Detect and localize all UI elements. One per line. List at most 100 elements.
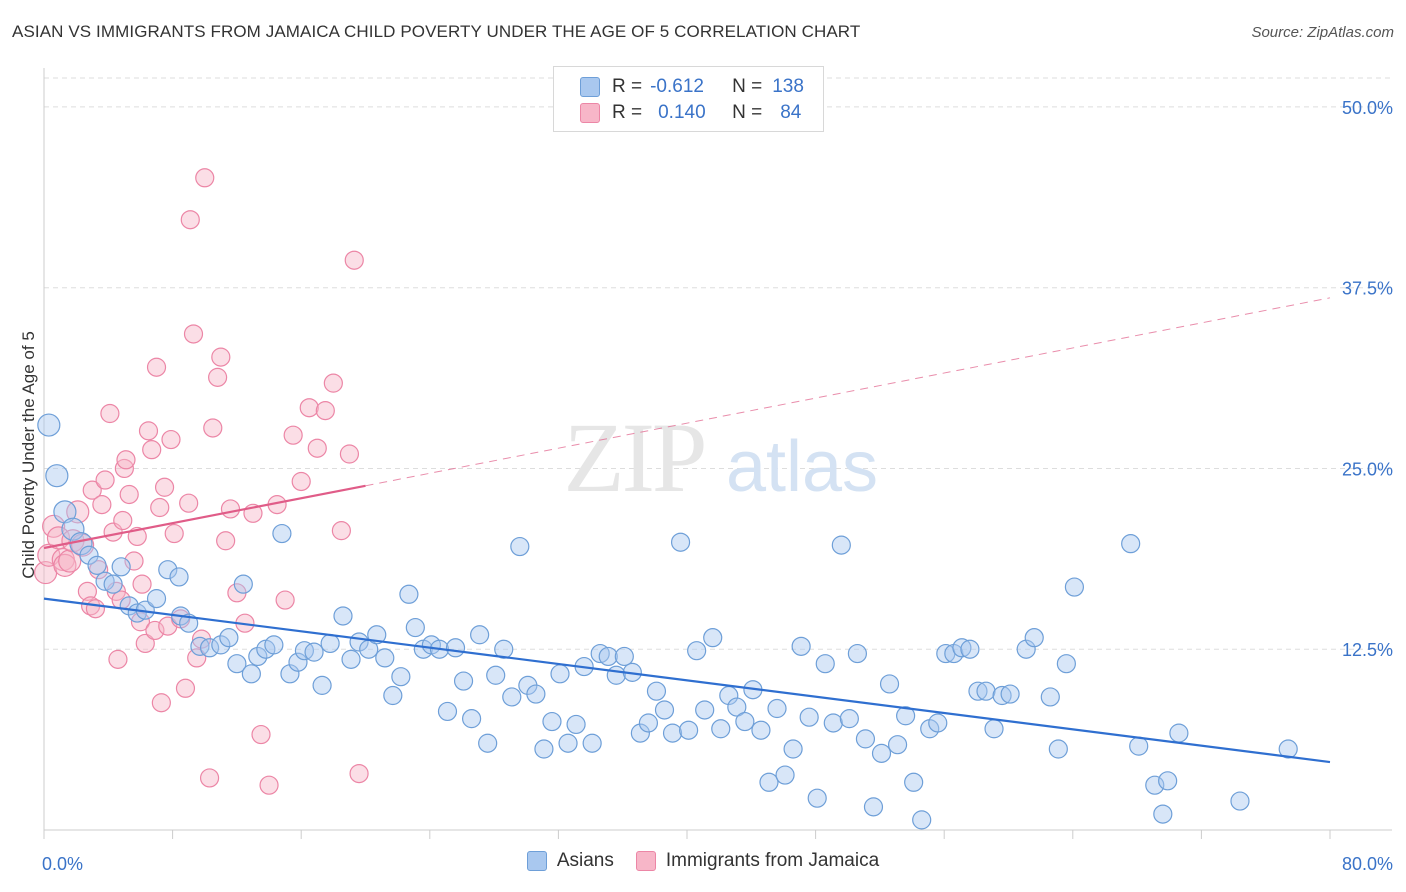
asians-point (169, 567, 189, 587)
x-tick-label: 80.0% (1342, 854, 1393, 874)
legend-swatch-asians (526, 851, 547, 871)
legend-r-label: R = (612, 76, 643, 97)
axes (43, 68, 1392, 839)
asians-point (288, 652, 308, 672)
jamaica-point (195, 168, 215, 188)
asians-point (614, 646, 634, 667)
x-tick-labels: 0.0% 80.0% (42, 854, 1393, 874)
jamaica-point (132, 574, 152, 594)
legend-r-label: R = (612, 102, 643, 123)
asians-point (928, 713, 948, 733)
asians-point (534, 739, 554, 759)
asians-point (320, 633, 340, 654)
asians-point (662, 723, 683, 743)
jamaica-point (220, 499, 241, 519)
asians-point (61, 517, 85, 541)
asians-point (646, 681, 667, 701)
asians-point (670, 532, 691, 552)
jamaica-point (58, 549, 82, 573)
asians-point (399, 584, 419, 604)
asians-point (976, 681, 996, 701)
x-tick-label: 0.0% (42, 854, 83, 874)
asians-point (887, 735, 908, 755)
jamaica-point (283, 425, 303, 445)
asians-point (952, 638, 972, 658)
asians-point (103, 574, 123, 594)
legend-item-asians[interactable]: Asians (526, 850, 614, 872)
jamaica-point (135, 633, 155, 654)
jamaica-point (151, 693, 171, 713)
asians-point (391, 667, 411, 687)
jamaica-point (199, 768, 220, 788)
asians-point (453, 671, 474, 691)
y-tick-labels: 12.5% 25.0% 37.5% 50.0% (1342, 98, 1393, 660)
jamaica-point (183, 324, 204, 344)
asians-point (1145, 775, 1165, 795)
jamaica-point (216, 531, 236, 551)
jamaica-point (331, 521, 351, 541)
legend-n-value: 84 (780, 102, 802, 123)
asians-point (219, 628, 239, 648)
asians-point (264, 635, 284, 655)
asians-point (654, 700, 675, 720)
asians-point (53, 500, 77, 524)
asians-point (912, 810, 932, 830)
jamaica-point (92, 495, 112, 515)
asians-point (478, 733, 498, 753)
asians-point (470, 625, 490, 645)
asians-point (1230, 791, 1250, 811)
asians-point (526, 684, 546, 704)
asians-point (486, 665, 506, 685)
asians-point (1121, 534, 1141, 554)
jamaica-point (179, 493, 199, 513)
asians-point (437, 701, 458, 722)
asians-point (630, 723, 650, 743)
asians-point (248, 646, 268, 667)
asians-point (759, 772, 779, 792)
asians-point (241, 664, 261, 684)
asians-point (1169, 723, 1189, 743)
asians-point (1040, 687, 1060, 707)
asians-point (375, 648, 395, 668)
asians-point (582, 733, 602, 753)
asians-point (598, 646, 618, 667)
asians-point (179, 613, 199, 633)
asians-point (333, 606, 353, 626)
legend-label-jamaica: Immigrants from Jamaica (665, 850, 880, 871)
asians-point (405, 617, 425, 638)
jamaica-point (251, 724, 271, 745)
asians-point (461, 709, 482, 729)
asians-point (904, 772, 924, 792)
asians-point (494, 639, 514, 659)
asians-point (272, 523, 292, 544)
trend-lines (43, 297, 1331, 764)
asians-point (1278, 739, 1298, 759)
jamaica-point (344, 250, 364, 270)
asians-point (341, 649, 361, 669)
asians-point (233, 574, 253, 594)
asians-point (992, 685, 1012, 706)
asians-point (638, 713, 659, 733)
legend-item-jamaica[interactable]: Immigrants from Jamaica (635, 850, 880, 872)
asians-point (799, 707, 819, 727)
asians-point (791, 636, 811, 656)
jamaica-point (142, 440, 162, 460)
watermark-zip: ZIP (564, 402, 705, 513)
jamaica-point (119, 484, 139, 505)
legend-series: Asians Immigrants from Jamaica (0, 850, 1406, 872)
asians-point (294, 641, 315, 661)
legend-r-value: 0.140 (658, 102, 706, 123)
asians-point (383, 685, 403, 706)
asians-point (839, 709, 859, 729)
asians-point (831, 535, 851, 555)
jamaica-point (150, 497, 170, 518)
jamaica-point (259, 775, 279, 795)
legend-swatch-jamaica (635, 851, 656, 871)
jamaica-point (66, 500, 90, 524)
asians-point (695, 700, 715, 720)
y-axis-label: Child Poverty Under the Age of 5 (19, 331, 38, 579)
asians-point (823, 713, 843, 733)
jamaica-point (116, 450, 136, 470)
asians-point (45, 464, 69, 488)
